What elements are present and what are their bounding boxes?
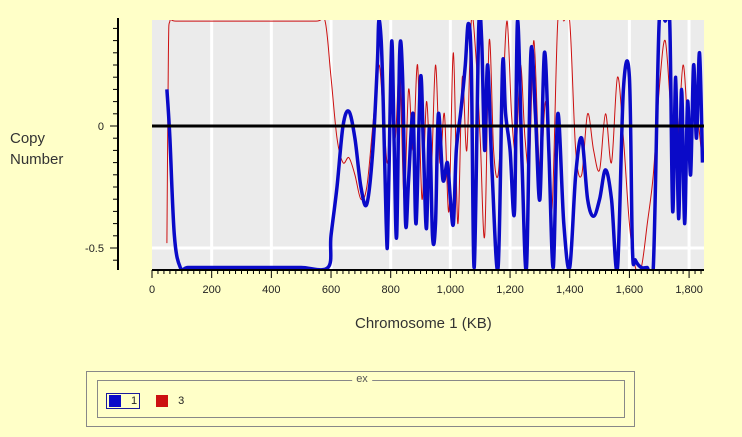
legend-items: 1 3 xyxy=(106,393,200,409)
x-tick-label: 1,200 xyxy=(496,284,524,296)
y-axis-label-line1: Copy xyxy=(10,130,46,147)
series-line-3 xyxy=(166,20,703,270)
x-tick-label: 0 xyxy=(149,284,155,296)
x-tick-label: 1,400 xyxy=(556,284,584,296)
x-tick-label: 1,600 xyxy=(616,284,644,296)
legend-item-1[interactable]: 1 xyxy=(106,393,141,409)
copy-number-chart: 0 -0.5 0 200 400 600 800 1,000 1,200 1,400 1,600 1… xyxy=(85,18,704,296)
x-tick-label: 200 xyxy=(202,284,220,296)
series-line-1 xyxy=(165,20,704,270)
x-axis: 0 200 400 600 800 1,000 1,200 1,400 1,600 1,800 xyxy=(149,269,704,296)
legend-swatch-1 xyxy=(109,395,121,407)
x-tick-label: 400 xyxy=(262,284,280,296)
y-tick-label: -0.5 xyxy=(85,243,104,255)
x-tick-label: 800 xyxy=(382,284,400,296)
y-axis: 0 -0.5 xyxy=(85,18,119,270)
x-axis-label: Chromosome 1 (KB) xyxy=(355,315,492,332)
legend-label-1: 1 xyxy=(131,395,138,407)
legend-item-3[interactable]: 3 xyxy=(154,394,186,408)
y-tick-label: 0 xyxy=(98,121,104,133)
legend-title: ex xyxy=(352,373,372,385)
x-tick-label: 1,000 xyxy=(437,284,465,296)
y-axis-label-line2: Number xyxy=(10,151,64,168)
y-axis-label: Copy Number xyxy=(10,128,63,170)
series-lines xyxy=(165,20,704,270)
x-tick-label: 600 xyxy=(322,284,340,296)
legend-label-3: 3 xyxy=(178,395,185,407)
legend: ex 1 3 xyxy=(86,371,635,427)
legend-frame: ex 1 3 xyxy=(97,373,625,418)
legend-swatch-3 xyxy=(156,395,169,407)
x-tick-label: 1,800 xyxy=(675,284,703,296)
